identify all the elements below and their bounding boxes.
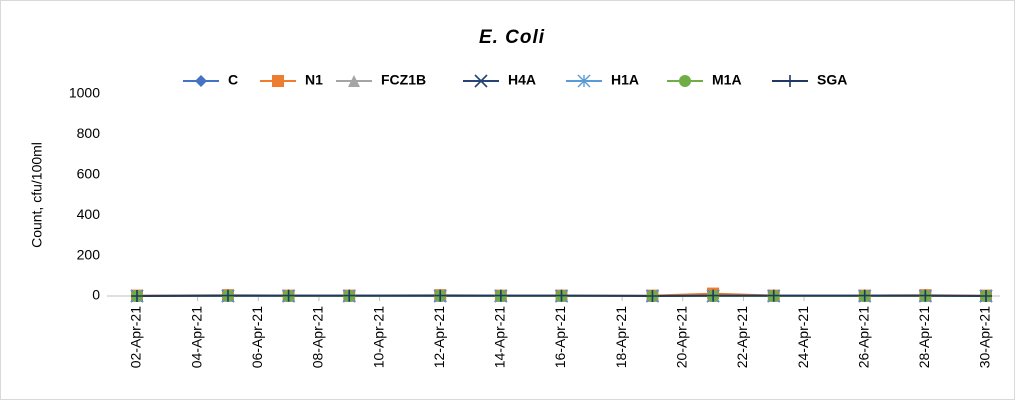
x-tick-label: 02-Apr-21 [128,306,144,368]
x-tick-label: 22-Apr-21 [734,306,750,368]
x-tick-label: 26-Apr-21 [855,306,871,368]
y-tick-label: 600 [77,166,101,182]
x-tick-label: 10-Apr-21 [370,306,386,368]
y-tick-label: 0 [92,287,100,303]
legend-label: M1A [712,72,742,88]
legend-label: H4A [508,72,536,88]
x-tick-label: 16-Apr-21 [552,306,568,368]
x-tick-label: 12-Apr-21 [431,306,447,368]
legend-label: C [228,72,238,88]
legend-marker [272,75,284,87]
y-tick-label: 400 [77,206,101,222]
x-tick-label: 18-Apr-21 [613,306,629,368]
x-tick-label: 06-Apr-21 [249,306,265,368]
x-tick-label: 04-Apr-21 [188,306,204,368]
chart-title: E. Coli [479,27,545,48]
y-tick-label: 200 [77,246,101,262]
legend-label: FCZ1B [381,72,426,88]
y-tick-label: 1000 [69,85,100,101]
x-tick-label: 14-Apr-21 [492,306,508,368]
legend-label: H1A [611,72,639,88]
x-tick-label: 24-Apr-21 [795,306,811,368]
x-tick-label: 30-Apr-21 [977,306,993,368]
y-tick-label: 800 [77,125,101,141]
x-tick-label: 20-Apr-21 [673,306,689,368]
legend-label: SGA [817,72,847,88]
legend-marker [679,75,691,87]
y-axis-label: Count, cfu/100ml [29,142,45,248]
legend-label: N1 [305,72,323,88]
x-tick-label: 08-Apr-21 [310,306,326,368]
x-tick-label: 28-Apr-21 [916,306,932,368]
